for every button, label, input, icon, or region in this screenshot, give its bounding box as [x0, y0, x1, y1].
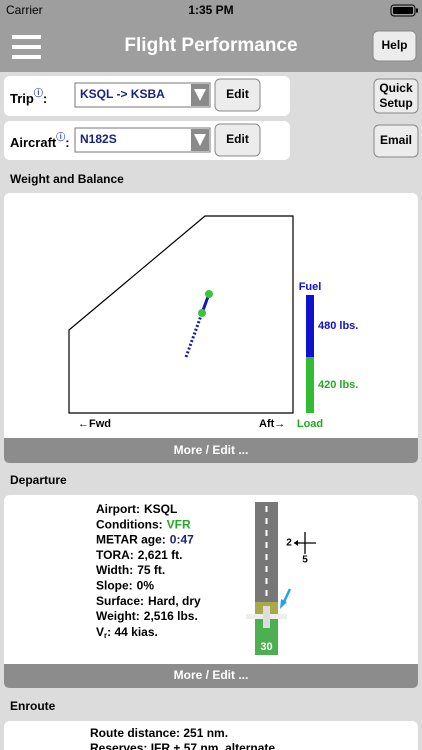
- info-label: Weight:: [96, 609, 140, 623]
- trip-select[interactable]: KSQL -> KSBA: [74, 82, 211, 108]
- more-label[interactable]: More / Edit ...: [174, 668, 249, 682]
- info-value: 0:47: [170, 533, 194, 547]
- info-line: METAR age: 0:47: [96, 533, 194, 547]
- help-label[interactable]: Help: [381, 38, 407, 52]
- enroute-card: [4, 721, 418, 750]
- cg-point: [205, 290, 213, 298]
- runway: 30: [246, 502, 287, 655]
- info-label: TORA:: [96, 548, 134, 562]
- vr-line: Vr: 44 kias.: [96, 625, 158, 640]
- info-line: Airport: KSQL: [96, 502, 177, 516]
- info-line: Weight: 2,516 lbs.: [96, 609, 198, 623]
- wind-arrow: [280, 588, 292, 609]
- info-value: 2,621 ft.: [138, 548, 183, 562]
- aft-label: Aft→: [259, 418, 285, 430]
- quick-setup-button[interactable]: Quick Setup: [373, 78, 419, 114]
- wb-more-button[interactable]: More / Edit ...: [4, 438, 418, 463]
- aircraft-edit-button[interactable]: Edit: [214, 123, 261, 157]
- email-button[interactable]: Email: [373, 124, 419, 158]
- page-title: Flight Performance: [124, 35, 297, 56]
- fuel-label: Fuel: [299, 281, 322, 293]
- section-title: Weight and Balance: [10, 172, 124, 186]
- battery: [390, 4, 418, 17]
- departure-more-button[interactable]: More / Edit ...: [4, 664, 418, 688]
- fwd-label: ←Fwd: [78, 418, 111, 430]
- more-label[interactable]: More / Edit ...: [174, 443, 249, 457]
- info-line: Conditions: VFR: [96, 517, 191, 531]
- info-value: 0%: [137, 579, 155, 593]
- setup-label[interactable]: Setup: [379, 96, 412, 110]
- enroute-line: Route distance: 251 nm.: [90, 726, 228, 740]
- departure-card: [4, 495, 418, 688]
- load-label: Load: [297, 418, 323, 430]
- aircraft-label: Aircraftⓘ:: [10, 131, 70, 150]
- wind-left: 2: [286, 538, 292, 549]
- info-value: KSQL: [144, 502, 177, 516]
- quick-label[interactable]: Quick: [379, 81, 413, 95]
- info-line: Width: 75 ft.: [96, 563, 165, 577]
- enroute-line: Reserves: IFR + 57 nm. alternate: [90, 741, 275, 750]
- section-title: Departure: [10, 473, 67, 487]
- fuel-bar: [306, 295, 314, 357]
- help-button[interactable]: Help: [372, 30, 417, 62]
- fuel-amount: 480 lbs.: [318, 320, 358, 332]
- wind-indicator: 2 5: [286, 532, 316, 566]
- trip-value[interactable]: KSQL -> KSBA: [80, 87, 165, 101]
- clock: 1:35 PM: [188, 3, 233, 17]
- wind-below: 5: [302, 555, 308, 566]
- menu-button[interactable]: [12, 35, 41, 59]
- info-value: 2,516 lbs.: [144, 609, 198, 623]
- cg-point: [198, 309, 206, 317]
- info-label: METAR age:: [96, 533, 166, 547]
- info-line: Surface: Hard, dry: [96, 594, 201, 608]
- load-amount: 420 lbs.: [318, 379, 358, 391]
- info-label: Width:: [96, 563, 133, 577]
- info-value: Hard, dry: [148, 594, 201, 608]
- info-value: VFR: [167, 517, 191, 531]
- info-line: TORA: 2,621 ft.: [96, 548, 182, 562]
- carrier: Carrier: [6, 3, 43, 17]
- runway-number: 30: [260, 641, 272, 653]
- info-label: Airport:: [96, 502, 140, 516]
- info-value: 75 ft.: [137, 563, 165, 577]
- aircraft-value[interactable]: N182S: [80, 132, 117, 146]
- load-bar: [306, 357, 314, 413]
- edit-label[interactable]: Edit: [226, 87, 249, 101]
- aircraft-select[interactable]: N182S: [74, 127, 211, 153]
- section-title: Enroute: [10, 699, 56, 713]
- email-label[interactable]: Email: [380, 133, 412, 147]
- info-label: Slope:: [96, 579, 133, 593]
- edit-label[interactable]: Edit: [226, 132, 249, 146]
- cg-envelope: [68, 215, 294, 414]
- trip-edit-button[interactable]: Edit: [214, 78, 261, 112]
- wb-card: [4, 193, 418, 463]
- info-line: Slope: 0%: [96, 579, 154, 593]
- trip-label: Tripⓘ:: [10, 87, 47, 106]
- info-label: Surface:: [96, 594, 144, 608]
- info-label: Conditions:: [96, 517, 163, 531]
- header-bar: [0, 0, 422, 72]
